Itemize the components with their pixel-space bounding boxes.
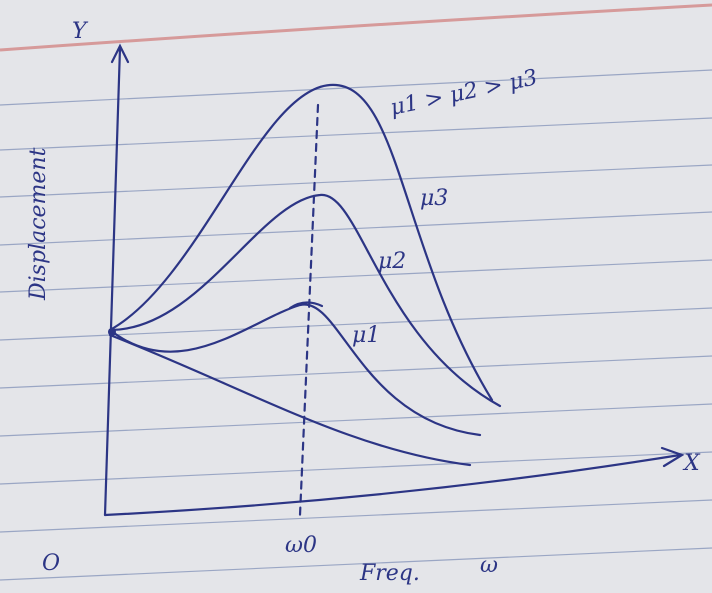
x-label: X (682, 451, 701, 476)
x-symbol: ω (480, 553, 498, 578)
curve-label: μ3 (420, 186, 448, 211)
sketch: Y X O ω0 Freq. ω Displacement μ1 > μ2 > … (0, 0, 712, 593)
resonance-label: ω0 (285, 533, 317, 558)
y-title: Displacement (26, 147, 51, 301)
y-label: Y (72, 19, 89, 44)
x-title: Freq. (359, 561, 420, 586)
start-point (108, 328, 116, 336)
curve-label: μ1 (352, 323, 380, 348)
origin: O (42, 551, 60, 576)
paper (0, 0, 712, 593)
curve-label: μ2 (378, 249, 406, 274)
